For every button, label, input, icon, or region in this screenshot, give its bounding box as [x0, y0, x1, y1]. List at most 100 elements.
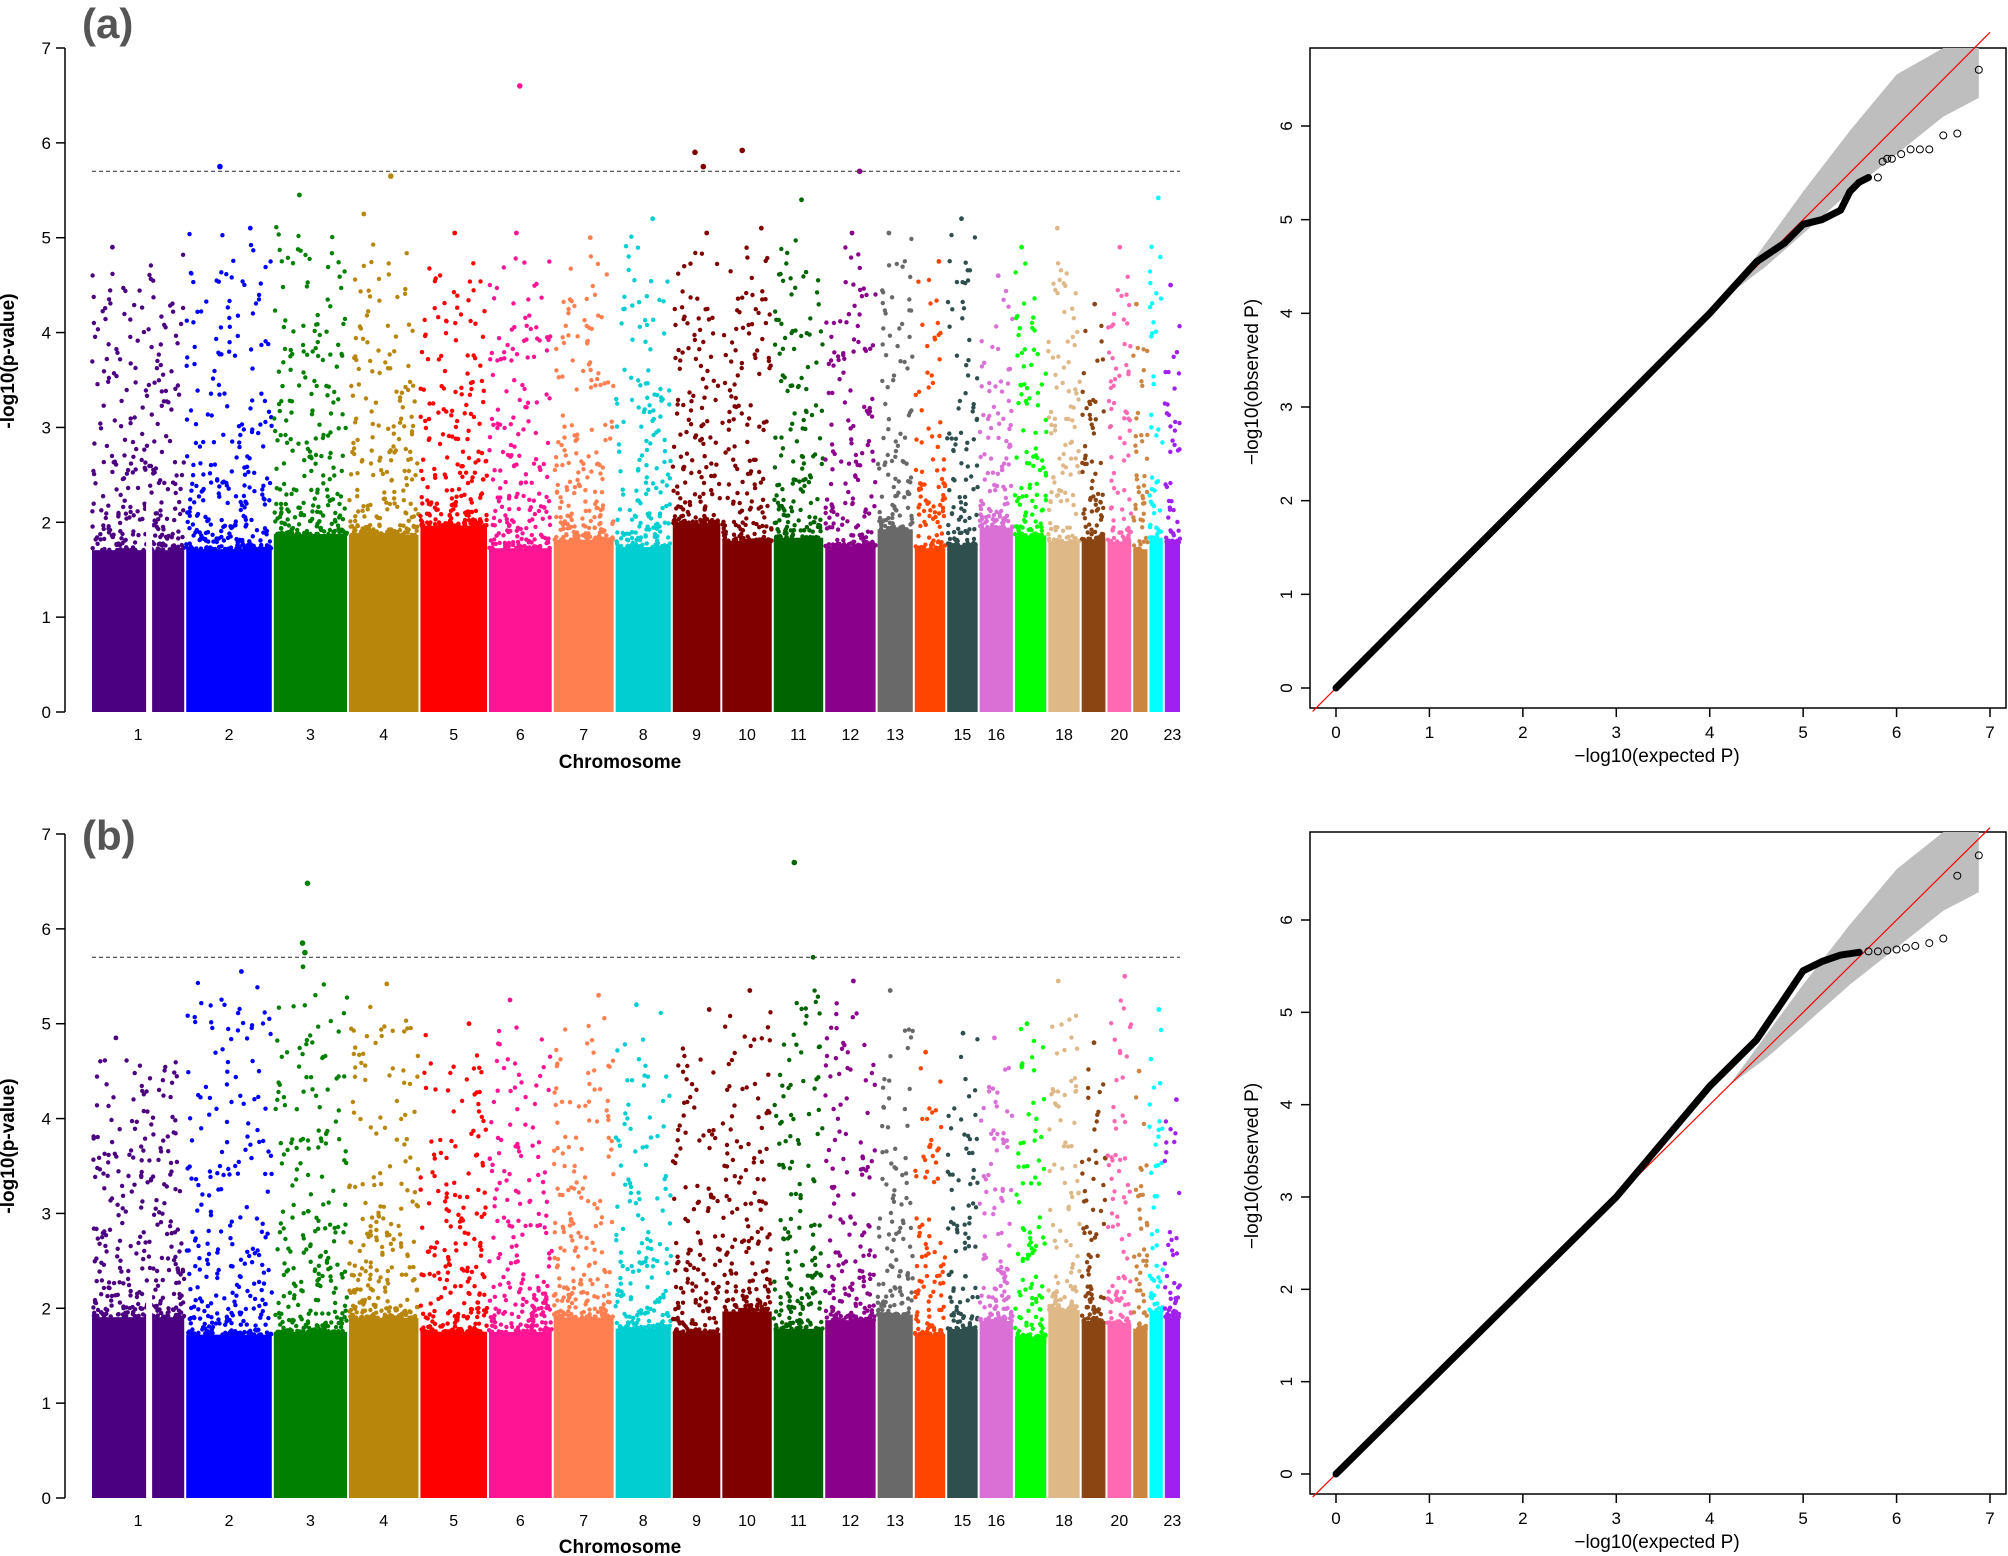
snp-point	[516, 544, 521, 550]
snp-point	[659, 398, 664, 403]
snp-point	[438, 1150, 444, 1156]
snp-point	[94, 1256, 99, 1261]
snp-point	[140, 405, 145, 410]
snp-point	[682, 264, 687, 269]
snp-point	[221, 538, 227, 543]
snp-point	[284, 1269, 289, 1274]
snp-point	[739, 531, 744, 537]
snp-point	[1016, 400, 1021, 406]
snp-point	[946, 522, 951, 528]
snp-point	[108, 301, 113, 306]
snp-point	[1029, 362, 1034, 368]
snp-point	[1019, 244, 1024, 250]
snp-point	[470, 475, 475, 480]
snp-point	[244, 522, 249, 527]
snp-point	[840, 516, 846, 521]
snp-point	[784, 530, 789, 536]
snp-point	[776, 482, 782, 487]
snp-point	[1012, 532, 1018, 537]
snp-point	[443, 1264, 448, 1269]
snp-point	[353, 354, 358, 359]
snp-point	[560, 413, 566, 418]
snp-point	[569, 423, 574, 428]
snp-point	[351, 1051, 356, 1057]
snp-point	[1176, 528, 1181, 533]
snp-point	[307, 454, 312, 459]
snp-point	[518, 1286, 523, 1292]
snp-point	[101, 526, 106, 532]
snp-point	[106, 503, 111, 508]
snp-point	[479, 378, 485, 384]
snp-point	[580, 516, 585, 521]
snp-point	[965, 542, 970, 547]
snp-point	[576, 470, 581, 475]
snp-point	[331, 1188, 336, 1194]
snp-point	[323, 1141, 329, 1146]
snp-point	[120, 1206, 125, 1211]
snp-point	[380, 471, 386, 477]
snp-point	[868, 346, 873, 351]
snp-point	[278, 433, 283, 438]
snp-point	[525, 355, 530, 360]
snp-point	[103, 515, 109, 521]
snp-point	[476, 1109, 482, 1114]
snp-point	[415, 1074, 420, 1079]
snp-point	[325, 494, 330, 499]
snp-point	[434, 1240, 440, 1245]
snp-point	[353, 420, 358, 425]
snp-point	[987, 488, 993, 494]
snp-point	[501, 350, 507, 355]
snp-point	[971, 540, 976, 546]
snp-point	[399, 1244, 404, 1249]
snp-point	[509, 1311, 515, 1317]
snp-point	[936, 511, 942, 516]
snp-point	[139, 1144, 144, 1149]
snp-point	[207, 471, 213, 476]
snp-point	[528, 1223, 533, 1228]
snp-point	[232, 353, 238, 358]
snp-point	[1074, 391, 1079, 396]
snp-point	[510, 346, 515, 352]
snp-point	[1051, 281, 1056, 286]
snp-point	[333, 1324, 339, 1330]
snp-point	[699, 519, 704, 524]
snp-point	[540, 1320, 545, 1325]
snp-point	[509, 358, 514, 363]
snp-point	[397, 1232, 403, 1237]
snp-point	[401, 1309, 407, 1315]
snp-point	[205, 412, 210, 417]
snp-point	[193, 440, 199, 446]
snp-point	[186, 1070, 191, 1075]
snp-point	[803, 408, 809, 413]
snp-point	[432, 279, 438, 284]
snp-point	[936, 259, 942, 264]
snp-point	[651, 317, 656, 322]
snp-point	[106, 524, 111, 529]
snp-point	[982, 452, 987, 457]
snp-point	[465, 1268, 470, 1274]
snp-point	[558, 527, 563, 532]
snp-point	[547, 522, 553, 528]
snp-point	[962, 542, 967, 547]
snp-point	[101, 1171, 106, 1176]
snp-point	[909, 236, 914, 242]
snp-point	[503, 513, 508, 518]
snp-point	[929, 373, 934, 378]
snp-point	[368, 1260, 373, 1265]
snp-point	[398, 523, 403, 528]
snp-point	[546, 499, 552, 504]
snp-point	[1072, 343, 1077, 348]
snp-point	[1113, 366, 1119, 371]
snp-point	[696, 316, 701, 321]
snp-point	[476, 1187, 481, 1193]
snp-point	[451, 507, 456, 512]
snp-point	[325, 1324, 331, 1329]
snp-point	[274, 486, 279, 491]
snp-point	[164, 434, 169, 439]
snp-point	[339, 1271, 344, 1277]
snp-point	[946, 530, 951, 536]
snp-point	[226, 1306, 231, 1312]
snp-point	[242, 282, 247, 288]
snp-point	[361, 211, 367, 217]
snp-point	[1063, 465, 1069, 470]
